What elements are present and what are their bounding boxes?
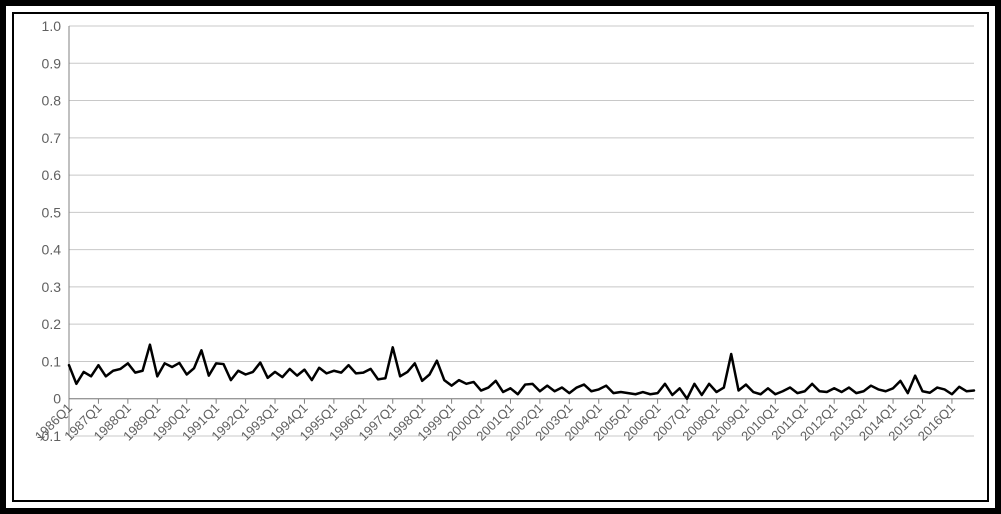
y-tick-label: 0.9 xyxy=(42,55,62,71)
data-line xyxy=(69,345,974,399)
line-chart: -0.100.10.20.30.40.50.60.70.80.91.01986Q… xyxy=(14,14,987,500)
y-tick-label: 0.5 xyxy=(42,204,62,220)
y-tick-label: 0.2 xyxy=(42,316,62,332)
y-tick-label: 0.3 xyxy=(42,279,62,295)
y-tick-label: 0.1 xyxy=(42,353,62,369)
y-tick-label: 0.7 xyxy=(42,130,62,146)
y-tick-label: 0.8 xyxy=(42,93,62,109)
chart-outer-frame: -0.100.10.20.30.40.50.60.70.80.91.01986Q… xyxy=(0,0,1001,514)
y-tick-label: 0.4 xyxy=(42,242,62,258)
chart-inner-frame: -0.100.10.20.30.40.50.60.70.80.91.01986Q… xyxy=(12,12,989,502)
y-tick-label: 0.6 xyxy=(42,167,62,183)
y-tick-label: 1.0 xyxy=(42,18,62,34)
